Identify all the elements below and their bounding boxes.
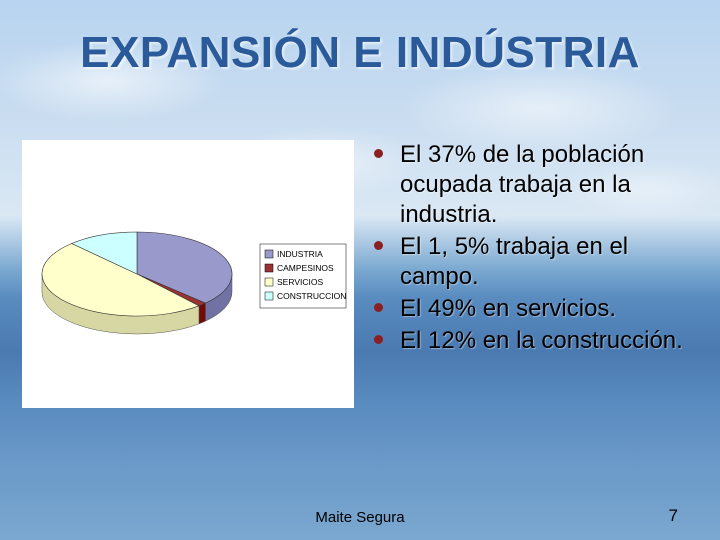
pie-chart-panel: INDUSTRIA CAMPESINOS SERVICIOS CONSTRUCCION xyxy=(22,140,354,408)
footer-author: Maite Segura xyxy=(0,509,720,526)
list-item: El 12% en la construcción. xyxy=(370,326,700,356)
bullet-icon xyxy=(374,241,383,250)
bullet-icon xyxy=(374,303,383,312)
svg-text:CAMPESINOS: CAMPESINOS xyxy=(277,263,334,273)
page-title: EXPANSIÓN E INDÚSTRIA xyxy=(0,28,720,78)
svg-text:INDUSTRIA: INDUSTRIA xyxy=(277,249,323,259)
list-item: El 37% de la población ocupada trabaja e… xyxy=(370,140,700,230)
bullet-text: El 49% en servicios. xyxy=(400,294,700,324)
bullet-icon xyxy=(374,335,383,344)
svg-text:SERVICIOS: SERVICIOS xyxy=(277,277,323,287)
svg-text:CONSTRUCCION: CONSTRUCCION xyxy=(277,291,346,301)
bullet-text: El 12% en la construcción. xyxy=(400,326,700,356)
list-item: El 49% en servicios. xyxy=(370,294,700,324)
list-item: El 1, 5% trabaja en el campo. xyxy=(370,232,700,292)
bullet-text: El 1, 5% trabaja en el campo. xyxy=(400,232,700,292)
bullet-text: El 37% de la población ocupada trabaja e… xyxy=(400,140,700,230)
bullet-list: El 37% de la población ocupada trabaja e… xyxy=(370,140,700,358)
bullet-icon xyxy=(374,149,383,158)
footer-page-number: 7 xyxy=(669,506,678,526)
